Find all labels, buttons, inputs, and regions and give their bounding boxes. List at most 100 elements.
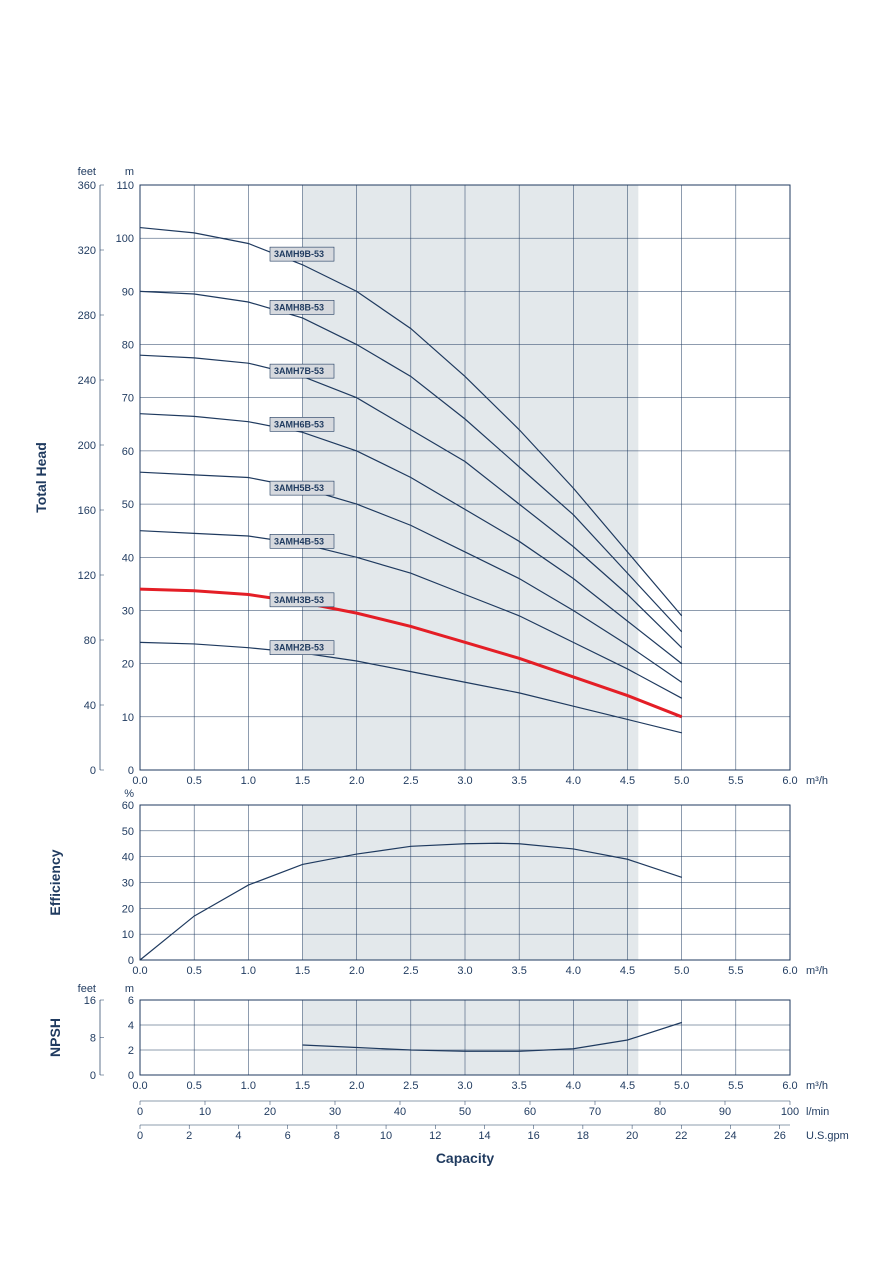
svg-text:280: 280	[78, 310, 96, 322]
svg-text:1.5: 1.5	[295, 1080, 310, 1092]
svg-text:1.5: 1.5	[295, 965, 310, 977]
svg-text:1.5: 1.5	[295, 775, 310, 787]
svg-text:24: 24	[724, 1130, 736, 1142]
svg-text:20: 20	[122, 659, 134, 671]
series-label: 3AMH3B-53	[274, 595, 324, 605]
svg-text:6.0: 6.0	[782, 1080, 797, 1092]
svg-text:5.5: 5.5	[728, 1080, 743, 1092]
gpm-label: U.S.gpm	[806, 1130, 849, 1142]
svg-text:4.0: 4.0	[566, 775, 581, 787]
svg-text:5.0: 5.0	[674, 1080, 689, 1092]
m3h-label-3: m³/h	[806, 1080, 828, 1092]
svg-text:100: 100	[781, 1106, 799, 1118]
svg-text:4: 4	[128, 1020, 134, 1032]
svg-text:320: 320	[78, 245, 96, 257]
svg-text:3.0: 3.0	[457, 965, 472, 977]
svg-text:80: 80	[122, 340, 134, 352]
svg-text:4: 4	[235, 1130, 241, 1142]
svg-text:m: m	[125, 983, 134, 995]
total-head-title: Total Head	[33, 442, 49, 513]
svg-text:30: 30	[122, 878, 134, 890]
series-label: 3AMH8B-53	[274, 302, 324, 312]
m3h-label-1: m³/h	[806, 775, 828, 787]
svg-text:60: 60	[122, 446, 134, 458]
series-label: 3AMH6B-53	[274, 419, 324, 429]
svg-text:8: 8	[90, 1033, 96, 1045]
svg-text:6.0: 6.0	[782, 965, 797, 977]
svg-text:%: %	[124, 788, 134, 800]
svg-text:60: 60	[122, 800, 134, 812]
svg-text:2.0: 2.0	[349, 1080, 364, 1092]
svg-text:0: 0	[90, 1070, 96, 1082]
svg-text:4.5: 4.5	[620, 775, 635, 787]
svg-text:360: 360	[78, 180, 96, 192]
lmin-label: l/min	[806, 1106, 829, 1118]
svg-text:20: 20	[122, 903, 134, 915]
svg-text:1.0: 1.0	[241, 965, 256, 977]
npsh-title: NPSH	[47, 1018, 63, 1057]
svg-text:3.5: 3.5	[512, 965, 527, 977]
svg-text:10: 10	[199, 1106, 211, 1118]
svg-text:60: 60	[524, 1106, 536, 1118]
svg-text:0: 0	[137, 1106, 143, 1118]
svg-text:2.0: 2.0	[349, 965, 364, 977]
svg-text:5.5: 5.5	[728, 965, 743, 977]
svg-text:0: 0	[90, 765, 96, 777]
svg-text:20: 20	[264, 1106, 276, 1118]
svg-text:4.5: 4.5	[620, 965, 635, 977]
svg-text:70: 70	[589, 1106, 601, 1118]
svg-text:5.5: 5.5	[728, 775, 743, 787]
svg-text:40: 40	[122, 552, 134, 564]
svg-text:22: 22	[675, 1130, 687, 1142]
svg-text:4.0: 4.0	[566, 965, 581, 977]
svg-text:100: 100	[116, 233, 134, 245]
series-label: 3AMH4B-53	[274, 536, 324, 546]
svg-text:5.0: 5.0	[674, 775, 689, 787]
svg-text:90: 90	[122, 286, 134, 298]
svg-text:200: 200	[78, 440, 96, 452]
svg-text:2.5: 2.5	[403, 965, 418, 977]
svg-text:110: 110	[116, 180, 134, 192]
svg-text:5.0: 5.0	[674, 965, 689, 977]
svg-text:3.5: 3.5	[512, 1080, 527, 1092]
svg-text:2.0: 2.0	[349, 775, 364, 787]
svg-text:10: 10	[380, 1130, 392, 1142]
svg-text:2: 2	[128, 1045, 134, 1057]
svg-text:20: 20	[626, 1130, 638, 1142]
svg-text:2.5: 2.5	[403, 775, 418, 787]
svg-text:90: 90	[719, 1106, 731, 1118]
svg-text:40: 40	[84, 700, 96, 712]
capacity-title: Capacity	[436, 1150, 495, 1166]
svg-text:2: 2	[186, 1130, 192, 1142]
svg-text:10: 10	[122, 929, 134, 941]
svg-text:6: 6	[285, 1130, 291, 1142]
svg-text:0.0: 0.0	[132, 965, 147, 977]
svg-text:0.5: 0.5	[187, 1080, 202, 1092]
m-label: m	[125, 166, 134, 178]
svg-text:6.0: 6.0	[782, 775, 797, 787]
svg-text:0: 0	[137, 1130, 143, 1142]
svg-text:50: 50	[122, 499, 134, 511]
pump-curve-chart: 0102030405060708090100110040801201602002…	[0, 0, 880, 1280]
svg-text:0.0: 0.0	[132, 775, 147, 787]
svg-text:0.5: 0.5	[187, 965, 202, 977]
svg-text:40: 40	[394, 1106, 406, 1118]
svg-text:8: 8	[334, 1130, 340, 1142]
svg-text:12: 12	[429, 1130, 441, 1142]
series-label: 3AMH9B-53	[274, 249, 324, 259]
svg-text:0.0: 0.0	[132, 1080, 147, 1092]
svg-text:50: 50	[122, 826, 134, 838]
svg-text:160: 160	[78, 505, 96, 517]
svg-text:feet: feet	[78, 983, 96, 995]
svg-text:14: 14	[478, 1130, 490, 1142]
series-label: 3AMH5B-53	[274, 483, 324, 493]
svg-text:1.0: 1.0	[241, 1080, 256, 1092]
svg-text:3.0: 3.0	[457, 775, 472, 787]
svg-text:80: 80	[654, 1106, 666, 1118]
svg-text:0.5: 0.5	[187, 775, 202, 787]
feet-label: feet	[78, 166, 96, 178]
svg-text:70: 70	[122, 393, 134, 405]
series-label: 3AMH2B-53	[274, 643, 324, 653]
svg-text:6: 6	[128, 995, 134, 1007]
svg-text:26: 26	[774, 1130, 786, 1142]
